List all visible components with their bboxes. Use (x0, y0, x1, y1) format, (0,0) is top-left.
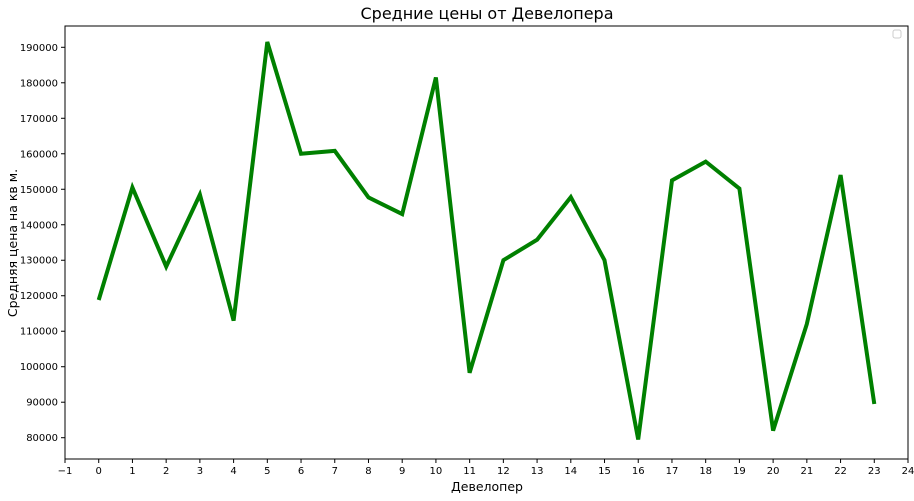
x-tick-label: 22 (834, 466, 847, 477)
x-tick-label: 19 (733, 466, 746, 477)
y-tick-label: 120000 (20, 291, 58, 302)
x-tick-label: 5 (264, 466, 270, 477)
x-tick-label: 24 (902, 466, 914, 477)
y-tick-label: 130000 (20, 256, 58, 267)
x-tick-label: 18 (699, 466, 712, 477)
plot-area-frame (64, 25, 909, 460)
x-tick-label: −1 (58, 466, 73, 477)
x-tick-label: 8 (365, 466, 371, 477)
x-axis-label: Девелопер (451, 479, 523, 494)
y-tick-label: 150000 (20, 185, 58, 196)
x-tick-label: 7 (332, 466, 338, 477)
x-tick-label: 12 (497, 466, 510, 477)
y-tick-label: 160000 (20, 149, 58, 160)
x-tick-label: 11 (463, 466, 476, 477)
y-tick-label: 140000 (20, 220, 58, 231)
x-axis: −1 0 1 2 3 4 5 6 7 8 9 10 11 12 13 14 15 16 17 18 19 20 21 22 23… (58, 459, 914, 477)
x-tick-label: 16 (632, 466, 645, 477)
x-tick-label: 15 (598, 466, 611, 477)
x-tick-label: 17 (666, 466, 679, 477)
x-tick-label: 13 (531, 466, 544, 477)
x-tick-label: 9 (399, 466, 405, 477)
y-tick-label: 110000 (20, 327, 58, 338)
series-line (96, 41, 877, 440)
x-tick-label: 0 (96, 466, 102, 477)
y-axis-label: Средняя цена на кв м. (5, 169, 20, 317)
chart-title: Средние цены от Девелопера (360, 4, 613, 23)
x-tick-label: 21 (800, 466, 813, 477)
y-axis: 80000 90000 100000 110000 120000 130000 140000… (20, 43, 65, 444)
x-tick-label: 14 (564, 466, 577, 477)
y-tick-label: 100000 (20, 362, 58, 373)
y-tick-label: 180000 (20, 78, 58, 89)
x-tick-label: 20 (767, 466, 780, 477)
y-tick-label: 80000 (26, 433, 58, 444)
x-tick-label: 4 (230, 466, 236, 477)
x-tick-label: 10 (430, 466, 443, 477)
y-tick-label: 170000 (20, 114, 58, 125)
y-tick-label: 190000 (20, 43, 58, 54)
y-tick-label: 90000 (26, 398, 58, 409)
x-tick-label: 1 (129, 466, 135, 477)
x-tick-label: 2 (163, 466, 169, 477)
x-tick-label: 3 (197, 466, 203, 477)
x-tick-label: 6 (298, 466, 304, 477)
x-tick-label: 23 (868, 466, 881, 477)
legend (892, 29, 902, 39)
